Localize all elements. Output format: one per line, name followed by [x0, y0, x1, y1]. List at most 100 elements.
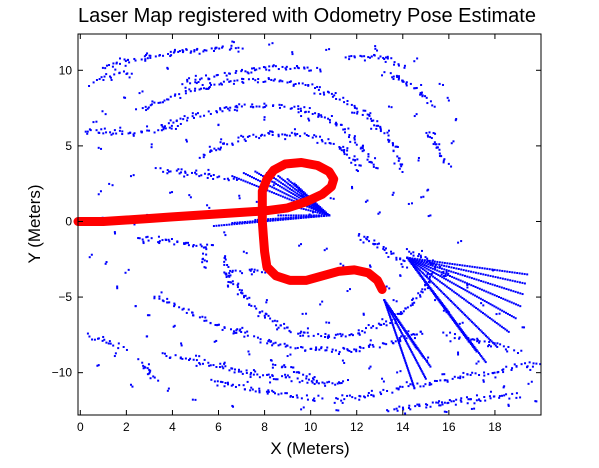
scan-point — [508, 397, 511, 400]
scan-point — [424, 284, 427, 287]
scan-ray-point — [394, 314, 397, 317]
scan-point — [162, 128, 165, 131]
scan-point — [115, 62, 118, 65]
scan-point — [325, 349, 328, 352]
scan-ray-point — [429, 365, 432, 368]
scan-point — [314, 87, 317, 90]
scan-point — [193, 89, 196, 92]
scan-ray-point — [451, 301, 454, 304]
scan-ray-point — [441, 276, 444, 279]
scan-point — [95, 120, 98, 123]
scan-ray-point — [399, 328, 402, 331]
scan-point — [256, 269, 259, 272]
scan-point — [212, 49, 215, 52]
scan-point — [330, 350, 333, 353]
scan-point — [405, 381, 408, 384]
scan-ray-point — [448, 262, 451, 265]
scan-ray-point — [475, 306, 478, 309]
scan-point — [260, 133, 263, 136]
scan-point — [279, 343, 282, 346]
scan-point — [229, 106, 232, 109]
scan-point — [409, 82, 412, 85]
scan-ray-point — [472, 344, 475, 347]
scan-point — [473, 402, 476, 405]
scan-point — [420, 196, 423, 199]
scan-point — [411, 202, 413, 205]
scan-point — [391, 391, 394, 394]
scan-point — [342, 264, 345, 267]
scan-point — [417, 156, 420, 159]
scan-point — [202, 50, 205, 53]
scan-ray-point — [238, 222, 241, 225]
scan-point — [440, 401, 443, 404]
scan-point — [210, 83, 213, 86]
scan-point — [361, 147, 364, 150]
scan-ray-point — [280, 177, 283, 180]
scan-point — [377, 212, 380, 215]
scan-ray-point — [425, 264, 428, 267]
scan-point — [305, 134, 308, 137]
scan-ray-point — [406, 343, 409, 346]
scan-ray-point — [413, 263, 416, 266]
scan-ray-point — [297, 217, 300, 220]
scan-point — [208, 85, 211, 88]
scan-ray-point — [416, 258, 419, 261]
scan-point — [445, 271, 448, 274]
scan-point — [183, 175, 186, 178]
scan-point — [424, 256, 427, 259]
scan-point — [117, 342, 120, 345]
scan-point — [471, 371, 474, 374]
scan-point — [445, 334, 448, 337]
scan-point — [206, 204, 209, 207]
scan-ray-point — [423, 264, 426, 267]
scan-point — [223, 260, 226, 263]
scan-point — [109, 342, 112, 345]
scan-ray-point — [483, 313, 486, 316]
scan-ray-point — [274, 178, 277, 181]
scan-point — [298, 381, 301, 384]
scan-point — [215, 74, 218, 77]
scan-point — [350, 333, 353, 336]
scan-ray-point — [295, 198, 298, 201]
scan-ray-point — [299, 217, 302, 220]
scan-ray-point — [280, 181, 283, 184]
scan-point — [116, 285, 119, 288]
scan-point — [299, 135, 302, 138]
scan-ray-point — [428, 259, 431, 262]
scan-ray-point — [434, 265, 437, 268]
scan-ray-point — [302, 216, 305, 219]
scan-point — [216, 384, 219, 387]
scan-point — [284, 366, 287, 369]
scan-ray-point — [460, 329, 463, 332]
scan-point — [152, 375, 155, 378]
scan-ray-point — [451, 275, 454, 278]
scan-point — [369, 343, 372, 346]
scan-ray-point — [406, 366, 409, 369]
scan-point — [243, 335, 246, 338]
scan-point — [101, 339, 104, 342]
scan-ray-point — [235, 222, 238, 225]
scan-point — [334, 92, 337, 95]
scan-point — [311, 211, 314, 214]
scan-point — [202, 252, 205, 255]
scan-point — [231, 269, 234, 272]
scan-point — [368, 345, 371, 348]
scan-ray-point — [396, 337, 399, 340]
scan-point — [219, 107, 222, 110]
scan-point — [210, 174, 213, 177]
scan-point — [446, 380, 449, 383]
scan-point — [233, 371, 236, 374]
scan-point — [374, 45, 377, 48]
scan-point — [445, 410, 448, 413]
scan-point — [307, 134, 310, 137]
scan-point — [268, 43, 271, 46]
scan-ray-point — [386, 305, 389, 308]
scan-point — [165, 239, 168, 242]
scan-point — [327, 117, 330, 120]
scan-point — [429, 214, 432, 217]
scan-point — [393, 162, 396, 165]
scan-ray-point — [472, 293, 475, 296]
scan-point — [402, 408, 405, 411]
scan-point — [186, 173, 189, 176]
scan-ray-point — [440, 271, 443, 274]
